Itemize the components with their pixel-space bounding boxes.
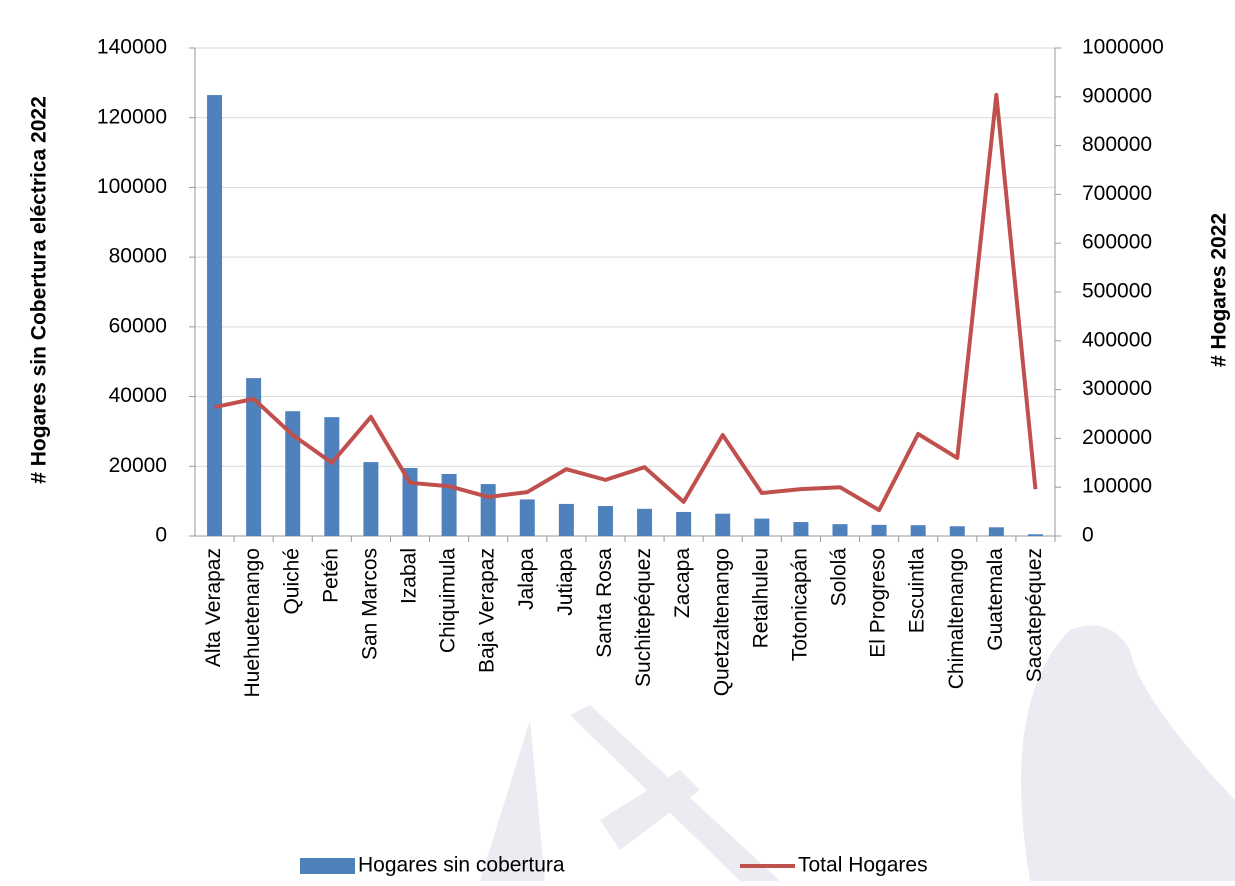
x-tick-label: Totonicapán (788, 548, 811, 661)
x-tick-label: Quiché (280, 548, 303, 615)
y2-tick-label: 500000 (1082, 280, 1152, 303)
line (214, 92, 1038, 513)
bar (480, 484, 496, 536)
y-tick-label: 100000 (97, 175, 167, 198)
bar (441, 473, 457, 536)
y2-tick-label: 700000 (1082, 182, 1152, 205)
bar (832, 524, 848, 536)
bar (676, 511, 692, 536)
y2-tick-label: 1000000 (1082, 36, 1164, 59)
legend-label: Hogares sin cobertura (358, 854, 565, 877)
x-tick-label: Escuintla (906, 548, 929, 634)
bar (1027, 534, 1043, 536)
bar (285, 411, 301, 536)
y-tick-label: 20000 (109, 454, 167, 477)
x-tick-label: Zacapa (671, 548, 694, 618)
bar (207, 95, 223, 537)
x-tick-label: Quetzaltenango (710, 548, 733, 696)
bar (597, 506, 613, 536)
bar (558, 503, 574, 536)
legend-swatch (300, 858, 355, 874)
bar (754, 518, 770, 536)
x-tick-label: Sacatepéquez (1023, 548, 1046, 682)
y2-tick-label: 900000 (1082, 84, 1152, 107)
y2-tick-label: 200000 (1082, 426, 1152, 449)
bar (402, 468, 418, 536)
x-tick-label: Jutiapa (554, 548, 577, 616)
x-tick-label: Santa Rosa (593, 548, 616, 658)
y2-tick-label: 600000 (1082, 231, 1152, 254)
bar (910, 525, 926, 536)
x-tick-label: Baja Verapaz (476, 548, 499, 673)
bar (715, 513, 731, 536)
x-tick-label: Sololá (828, 548, 851, 607)
watermark (480, 625, 1235, 881)
y-tick-label: 60000 (109, 314, 167, 337)
bar (363, 462, 379, 536)
y2-tick-label: 0 (1082, 524, 1094, 547)
y2-tick-label: 400000 (1082, 328, 1152, 351)
y2-tick-label: 100000 (1082, 475, 1152, 498)
x-tick-label: San Marcos (358, 548, 381, 660)
bar (637, 508, 653, 536)
bar (519, 499, 535, 536)
x-tick-label: Izabal (398, 548, 421, 604)
x-tick-label: El Progreso (867, 548, 890, 658)
x-tick-label: Petén (319, 548, 342, 603)
x-tick-label: Guatemala (984, 548, 1007, 651)
y2-axis-title: # Hogares 2022 (1208, 213, 1231, 367)
y-tick-label: 0 (155, 524, 167, 547)
legend-label: Total Hogares (798, 854, 928, 877)
bar (793, 522, 809, 536)
y2-tick-label: 300000 (1082, 377, 1152, 400)
y2-tick-label: 800000 (1082, 133, 1152, 156)
x-tick-label: Suchitepéquez (632, 548, 655, 687)
x-tick-label: Jalapa (515, 548, 538, 610)
x-tick-label: Huehuetenango (241, 548, 264, 697)
bar (871, 524, 887, 536)
x-tick-label: Retalhuleu (749, 548, 772, 648)
x-tick-label: Chiquimula (437, 548, 460, 653)
x-tick-label: Chimaltenango (945, 548, 968, 689)
y-tick-label: 120000 (97, 105, 167, 128)
bar (324, 417, 340, 536)
bar (949, 526, 965, 536)
bar (246, 378, 262, 536)
y-axis-title: # Hogares sin Cobertura eléctrica 2022 (28, 96, 51, 484)
y-tick-label: 80000 (109, 245, 167, 268)
x-tick-label: Alta Verapaz (202, 548, 225, 667)
y-tick-label: 40000 (109, 384, 167, 407)
bar (988, 527, 1004, 536)
y-tick-label: 140000 (97, 36, 167, 59)
